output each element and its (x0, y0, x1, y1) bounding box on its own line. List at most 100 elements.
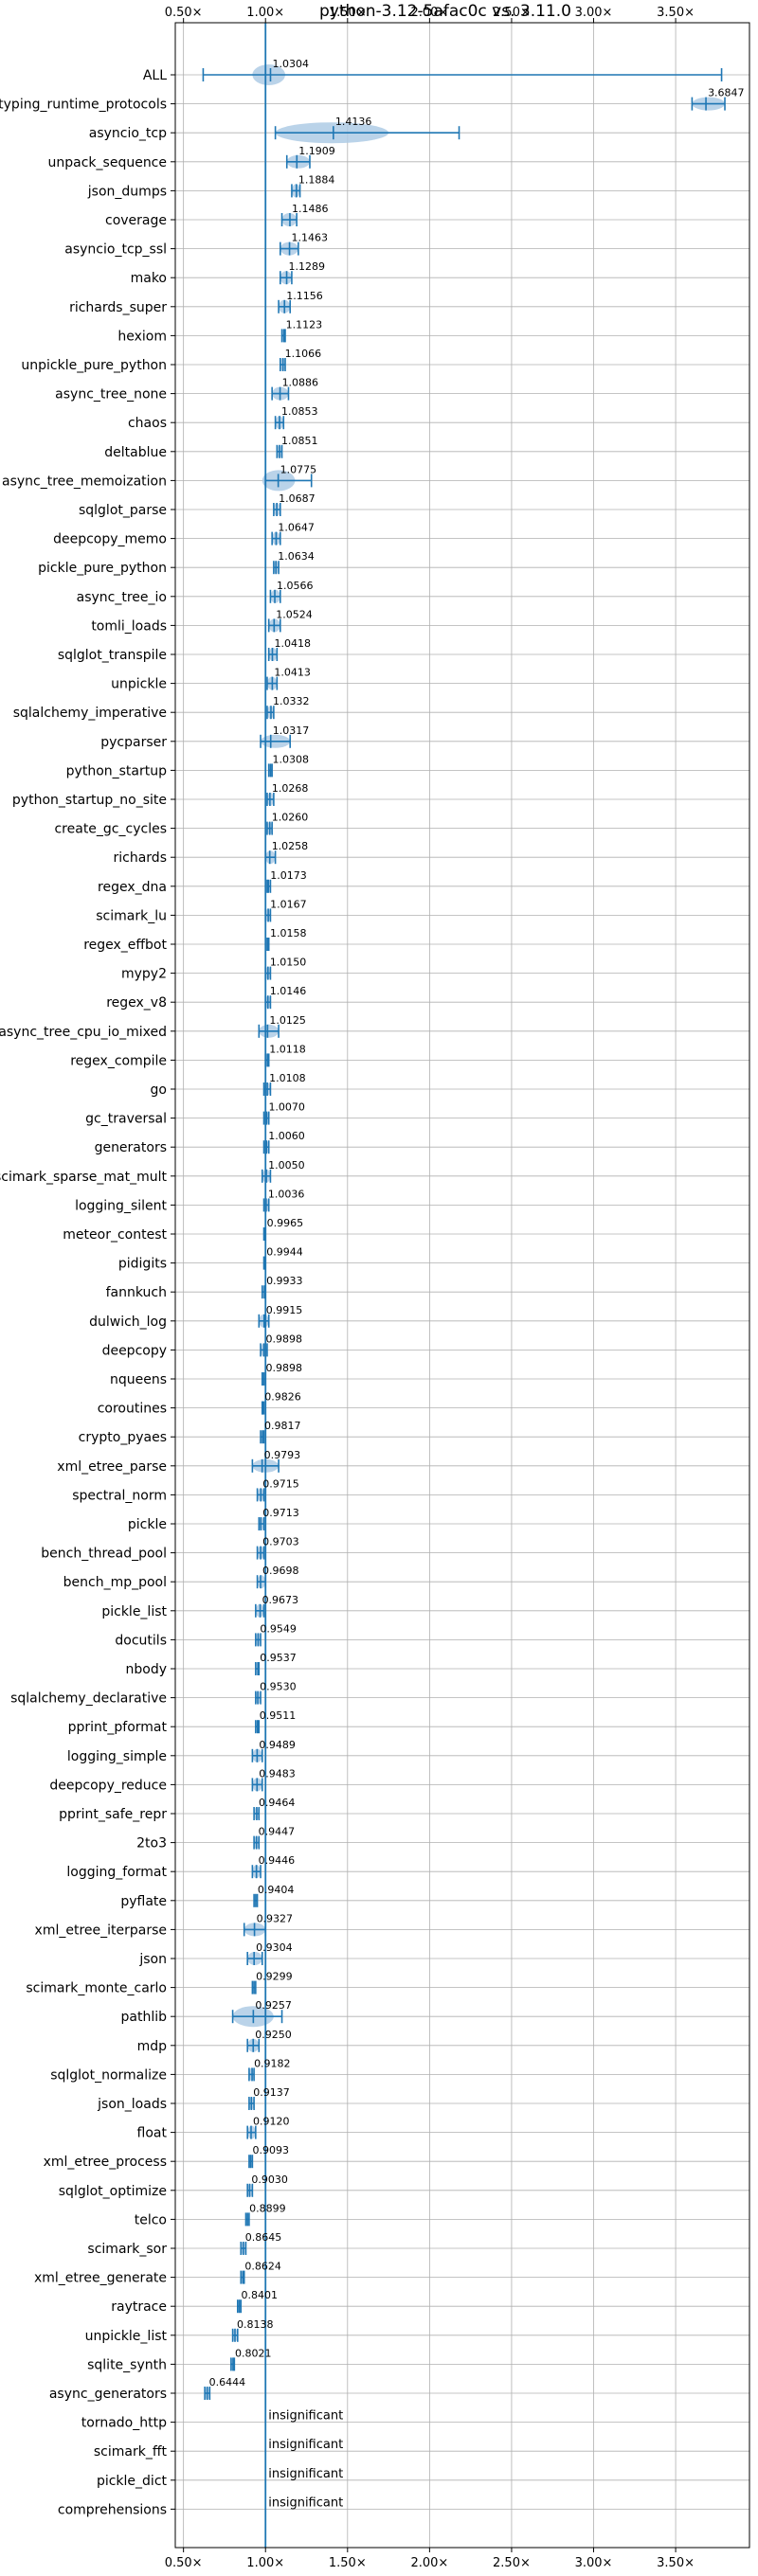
value-label: 1.1909 (298, 145, 335, 157)
insignificant-label: insignificant (268, 2438, 343, 2452)
benchmark-name-label: sqlglot_optimize (59, 2184, 167, 2199)
benchmark-name-label: scimark_fft (94, 2444, 168, 2460)
benchmark-name-label: pprint_pformat (68, 1720, 168, 1735)
value-label: 0.9944 (266, 1246, 303, 1259)
benchmark-name-label: coroutines (98, 1402, 167, 1417)
benchmark-name-label: pickle_list (101, 1604, 167, 1619)
value-label: 1.0308 (273, 753, 310, 765)
value-label: 0.9698 (262, 1565, 299, 1577)
chart-title: python-3.12-5afac0c vs. 3.11.0 (319, 2, 571, 21)
y-axis-labels: ALL typing_runtime_protocols asyncio_tcpun… (0, 68, 168, 2517)
benchmark-name-label: deepcopy (102, 1343, 167, 1358)
x-tick-label-top: 1.50× (329, 6, 367, 20)
benchmark-name-label: xml_etree_generate (34, 2271, 167, 2286)
benchmark-name-label: sqlglot_parse (79, 503, 167, 518)
value-label: 1.1123 (286, 318, 323, 331)
value-label: 1.0418 (274, 637, 311, 650)
benchmark-name-label: richards_super (69, 300, 167, 315)
benchmark-name-label: deltablue (104, 445, 167, 460)
x-tick-label-bottom: 1.50× (329, 2556, 367, 2570)
violin-layer (202, 64, 726, 2400)
value-label: 1.0413 (274, 667, 311, 679)
value-label: 0.9898 (265, 1362, 302, 1374)
benchmark-name-label: asyncio_tcp_ssl (64, 242, 167, 258)
value-label: 0.9915 (266, 1304, 303, 1316)
benchmark-name-label: json_loads (97, 2097, 167, 2112)
value-label: 1.0158 (270, 927, 307, 939)
insignificant-label: insignificant (268, 2496, 343, 2510)
x-tick-label-bottom: 1.00× (246, 2556, 284, 2570)
value-label: 0.9137 (253, 2086, 290, 2099)
value-label: 0.9304 (256, 1941, 293, 1954)
benchmark-name-label: sqlglot_transpile (58, 648, 167, 663)
value-label: 0.8021 (235, 2347, 272, 2359)
benchmark-name-label: pycparser (100, 735, 167, 750)
value-label: 1.0150 (270, 957, 307, 969)
value-label: 0.8401 (242, 2289, 279, 2301)
value-label: 0.9489 (259, 1739, 296, 1751)
value-label: 0.9182 (254, 2057, 291, 2069)
benchmark-name-label: regex_dna (98, 880, 167, 895)
benchmark-name-label: chaos (128, 416, 167, 431)
value-label: 0.9464 (259, 1797, 296, 1809)
value-label: 1.0304 (272, 58, 309, 70)
benchmark-name-label: scimark_lu (96, 908, 167, 923)
benchmark-name-label: async_tree_memoization (2, 474, 167, 489)
benchmark-name-label: bench_mp_pool (63, 1575, 167, 1590)
benchmark-name-label: scimark_sparse_mat_mult (0, 1170, 168, 1185)
benchmark-name-label: telco (135, 2212, 167, 2227)
value-label: 0.9817 (264, 1420, 301, 1432)
value-label: 0.9530 (260, 1681, 297, 1693)
value-label: 0.8138 (237, 2318, 274, 2331)
benchmark-name-label: json_dumps (87, 184, 167, 199)
benchmark-name-label: logging_simple (67, 1749, 167, 1764)
value-label: 0.9673 (262, 1594, 299, 1606)
benchmark-name-label: tornado_http (81, 2416, 167, 2431)
value-label: 0.9120 (253, 2116, 290, 2128)
benchmark-name-label: unpickle_pure_python (21, 358, 167, 373)
value-label: 1.0853 (281, 405, 318, 418)
value-label: 1.0775 (280, 463, 317, 475)
benchmark-name-label: go (151, 1082, 167, 1098)
benchmark-name-label: logging_format (66, 1865, 167, 1880)
value-label: 1.1463 (292, 232, 329, 244)
benchmark-name-label: pprint_safe_repr (59, 1807, 167, 1822)
value-label: 0.9898 (265, 1333, 302, 1345)
value-label: 1.0332 (273, 695, 310, 707)
benchmark-name-label: nqueens (110, 1372, 167, 1387)
value-label: 0.9404 (258, 1884, 295, 1896)
value-label: 1.4136 (335, 116, 372, 128)
benchmark-name-label: deepcopy_reduce (49, 1778, 167, 1793)
x-tick-label-top: 2.50× (493, 6, 531, 20)
benchmark-name-label: pidigits (118, 1257, 167, 1272)
value-label: 0.9299 (256, 1971, 293, 1983)
benchmark-name-label: xml_etree_process (44, 2155, 167, 2170)
value-label: 1.1486 (292, 203, 329, 215)
benchmark-name-label: generators (95, 1140, 167, 1155)
benchmark-name-label: python_startup (66, 763, 167, 778)
benchmark-name-label: typing_runtime_protocols (0, 98, 167, 113)
benchmark-name-label: pickle_pure_python (38, 561, 167, 576)
value-label: 0.9793 (264, 1449, 301, 1461)
value-label: 1.0118 (269, 1043, 306, 1055)
benchmark-name-label: sqlite_synth (87, 2357, 167, 2372)
value-label: 1.0070 (268, 1101, 305, 1114)
benchmark-name-label: spectral_norm (72, 1488, 167, 1503)
value-label: 1.0851 (281, 435, 318, 447)
benchmark-name-label: sqlglot_normalize (50, 2067, 167, 2083)
value-label: 1.1289 (289, 260, 326, 273)
value-label: 0.9826 (264, 1391, 301, 1404)
benchmark-name-label: async_generators (49, 2387, 167, 2402)
benchmark-name-label: xml_etree_iterparse (35, 1923, 167, 1938)
x-tick-label-top: 3.00× (575, 6, 613, 20)
value-label: 0.9703 (262, 1536, 299, 1548)
benchmark-name-label: async_tree_io (77, 590, 167, 605)
value-label: 0.6444 (209, 2376, 246, 2388)
benchmark-name-label: async_tree_none (55, 387, 167, 402)
value-label: 0.8899 (249, 2202, 286, 2214)
benchmark-name-label: regex_compile (70, 1053, 167, 1068)
benchmark-name-label: scimark_monte_carlo (26, 1981, 167, 1996)
x-tick-label-top: 0.50× (165, 6, 203, 20)
benchmark-name-label: regex_v8 (106, 995, 167, 1011)
value-label: 1.0167 (270, 898, 307, 910)
